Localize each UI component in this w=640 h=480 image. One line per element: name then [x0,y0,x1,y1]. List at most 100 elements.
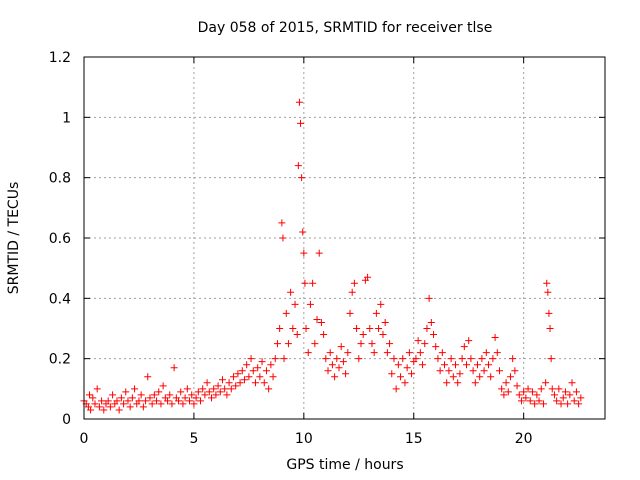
data-point-marker [106,403,114,411]
data-point-marker [339,358,347,366]
data-point-marker [509,355,517,363]
data-point-marker [137,391,145,399]
data-point-marker [258,358,266,366]
data-point-marker [458,355,466,363]
tick-marks [83,56,605,420]
data-point-marker [301,279,309,287]
data-point-marker [201,391,209,399]
data-point-marker [153,397,161,405]
data-point-marker [366,325,374,332]
data-point-marker [120,400,128,408]
data-point-marker [368,340,376,348]
data-point-marker [333,355,341,363]
data-point-marker [535,397,543,405]
data-point-marker [199,385,207,393]
data-point-marker [394,361,402,369]
data-point-marker [221,385,229,393]
data-point-marker [467,355,475,363]
data-point-marker [500,391,508,399]
data-point-marker [269,373,277,381]
data-point-marker [397,373,405,381]
data-point-marker [443,379,451,387]
data-point-marker [423,325,431,332]
data-point-marker [559,394,567,402]
data-point-marker [375,325,383,332]
data-point-marker [157,400,165,408]
data-point-marker [495,367,503,375]
data-point-marker [564,400,572,408]
data-point-marker [359,331,367,339]
y-tick-label: 1.2 [49,50,71,66]
data-point-marker [570,397,578,405]
data-point-marker [522,394,530,402]
data-point-marker [498,385,506,393]
data-point-marker [478,355,486,363]
data-point-marker [87,406,95,414]
data-point-marker [238,367,246,375]
data-point-marker [128,394,136,402]
data-point-marker [553,397,561,405]
data-point-marker [279,234,287,242]
data-point-marker [300,249,308,257]
data-point-marker [313,315,321,323]
data-point-marker [379,331,387,339]
data-point-marker [386,340,394,348]
data-point-marker [243,361,251,369]
data-point-marker [463,361,471,369]
data-point-marker [265,385,273,393]
data-point-marker [524,385,532,393]
data-point-marker [355,355,363,363]
chart-title: Day 058 of 2015, SRMTID for receiver tls… [198,20,493,36]
data-point-marker [546,325,554,332]
data-point-marker [548,385,556,393]
data-point-marker [273,340,281,348]
data-point-marker [575,400,583,408]
data-point-marker [513,382,521,390]
data-point-marker [247,355,255,363]
x-tick-label: 0 [80,431,89,447]
x-tick-label: 15 [405,431,423,447]
data-point-marker [511,367,519,375]
data-point-marker [517,397,525,405]
data-point-marker [454,379,462,387]
data-point-marker [208,394,216,402]
data-point-marker [405,349,413,357]
data-point-marker [168,400,176,408]
data-point-marker [197,397,205,405]
y-tick-label: 0.8 [49,171,71,187]
data-point-marker [421,340,429,348]
data-point-marker [234,370,242,378]
data-point-marker [91,400,99,408]
data-point-marker [328,361,336,369]
x-tick-label: 5 [189,431,198,447]
data-point-marker [293,331,301,339]
data-point-marker [223,391,231,399]
data-point-marker [465,337,473,345]
data-point-marker [159,382,167,390]
data-point-marker [537,385,545,393]
data-point-marker [100,406,108,414]
data-point-marker [148,400,156,408]
data-point-marker [115,406,123,414]
data-point-marker [146,394,154,402]
data-point-marker [489,355,497,363]
data-point-marker [291,300,299,308]
data-point-marker [430,331,438,339]
data-point-marker [348,288,356,296]
data-point-marker [414,337,422,345]
data-point-marker [482,349,490,357]
data-point-marker [484,361,492,369]
data-point-marker [131,385,139,393]
data-point-marker [150,391,158,399]
data-point-marker [438,349,446,357]
data-point-marker [528,388,536,396]
data-point-marker [364,273,372,281]
y-tick-label: 0.6 [49,231,71,247]
data-point-marker [85,391,93,399]
data-point-marker [403,364,411,372]
data-point-marker [566,391,574,399]
data-point-marker [155,388,163,396]
data-point-marker [297,119,305,127]
data-point-marker [346,309,354,317]
